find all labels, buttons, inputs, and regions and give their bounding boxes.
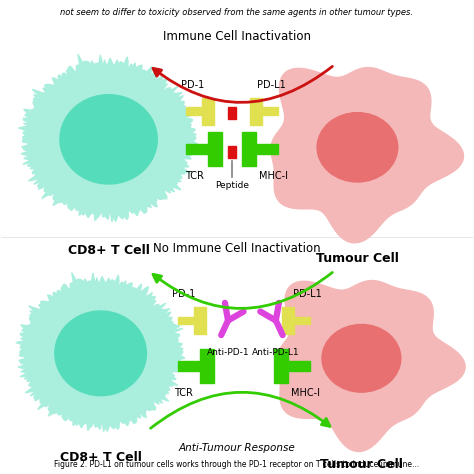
- Text: PD-L1: PD-L1: [293, 289, 322, 299]
- Text: Anti-Tumour Response: Anti-Tumour Response: [179, 443, 295, 453]
- Bar: [242, 132, 256, 144]
- Polygon shape: [18, 55, 198, 222]
- FancyArrowPatch shape: [151, 392, 330, 428]
- Polygon shape: [271, 68, 464, 243]
- Text: Tumour Cell: Tumour Cell: [320, 458, 403, 471]
- Text: Anti-PD-1: Anti-PD-1: [207, 348, 249, 357]
- Bar: [178, 317, 206, 325]
- Text: PD-1: PD-1: [172, 289, 195, 299]
- Bar: [208, 132, 222, 144]
- Ellipse shape: [55, 311, 146, 396]
- Bar: [250, 98, 262, 108]
- Text: Anti-PD-L1: Anti-PD-L1: [252, 348, 300, 357]
- Bar: [186, 108, 214, 116]
- Text: No Immune Cell Inactivation: No Immune Cell Inactivation: [153, 242, 321, 255]
- Bar: [202, 116, 214, 126]
- Bar: [194, 325, 206, 335]
- Bar: [274, 361, 310, 371]
- Text: TCR: TCR: [185, 171, 204, 181]
- Bar: [194, 307, 206, 317]
- Bar: [200, 371, 214, 383]
- Text: Peptide: Peptide: [215, 181, 249, 190]
- Text: PD-L1: PD-L1: [257, 80, 286, 90]
- Text: not seem to differ to toxicity observed from the same agents in other tumour typ: not seem to differ to toxicity observed …: [61, 8, 413, 17]
- Text: CD8+ T Cell: CD8+ T Cell: [68, 244, 149, 257]
- Bar: [228, 146, 236, 158]
- Text: Figure 2. PD-L1 on tumour cells works through the PD-1 receptor on T cells to in: Figure 2. PD-L1 on tumour cells works th…: [55, 460, 419, 469]
- FancyArrowPatch shape: [153, 66, 332, 102]
- Polygon shape: [16, 273, 185, 431]
- Bar: [282, 307, 294, 317]
- Bar: [208, 154, 222, 166]
- Ellipse shape: [322, 325, 401, 392]
- Text: CD8+ T Cell: CD8+ T Cell: [60, 451, 142, 464]
- Bar: [242, 144, 278, 154]
- Bar: [178, 361, 214, 371]
- Ellipse shape: [317, 113, 398, 182]
- Bar: [250, 108, 278, 116]
- Polygon shape: [277, 281, 465, 452]
- Text: Tumour Cell: Tumour Cell: [316, 252, 399, 265]
- FancyArrowPatch shape: [153, 273, 332, 309]
- Text: MHC-I: MHC-I: [291, 388, 320, 398]
- Bar: [202, 98, 214, 108]
- Text: Immune Cell Inactivation: Immune Cell Inactivation: [163, 30, 311, 43]
- Bar: [242, 154, 256, 166]
- Bar: [282, 325, 294, 335]
- Text: PD-1: PD-1: [181, 80, 204, 90]
- Bar: [200, 349, 214, 361]
- Bar: [228, 108, 236, 119]
- Bar: [274, 349, 288, 361]
- Ellipse shape: [60, 95, 157, 184]
- Text: MHC-I: MHC-I: [259, 171, 288, 181]
- Bar: [274, 371, 288, 383]
- Bar: [282, 317, 310, 325]
- Bar: [250, 116, 262, 126]
- Bar: [186, 144, 222, 154]
- Text: TCR: TCR: [174, 388, 193, 398]
